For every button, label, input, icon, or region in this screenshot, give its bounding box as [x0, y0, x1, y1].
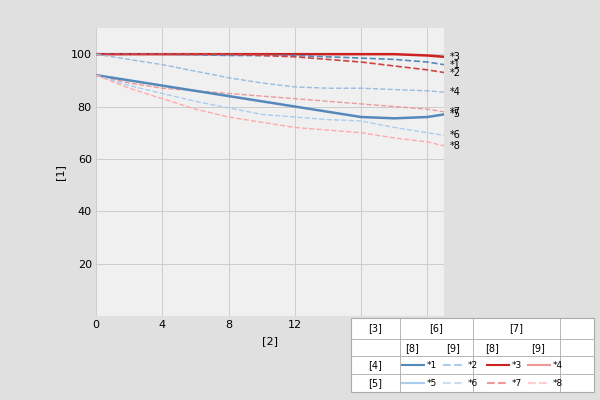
Text: *7: *7 [511, 379, 521, 388]
Text: *5: *5 [427, 379, 437, 388]
Text: [8]: [8] [405, 342, 419, 353]
Text: *6: *6 [467, 379, 478, 388]
Text: *7: *7 [449, 107, 461, 117]
Text: [5]: [5] [368, 378, 382, 388]
Text: [9]: [9] [531, 342, 545, 353]
Text: [4]: [4] [368, 360, 382, 370]
Text: *1: *1 [449, 60, 460, 70]
Text: *4: *4 [449, 87, 460, 97]
Text: *1: *1 [427, 361, 437, 370]
Text: *2: *2 [467, 361, 478, 370]
Text: [7]: [7] [509, 323, 523, 333]
Text: *4: *4 [553, 361, 563, 370]
Y-axis label: [1]: [1] [55, 164, 65, 180]
Text: *5: *5 [449, 109, 461, 119]
Text: *6: *6 [449, 130, 460, 140]
Text: *3: *3 [511, 361, 521, 370]
Text: [8]: [8] [485, 342, 499, 353]
X-axis label: [2]: [2] [262, 336, 278, 346]
Text: [6]: [6] [429, 323, 443, 333]
Text: [3]: [3] [368, 323, 382, 333]
Text: [9]: [9] [446, 342, 460, 353]
Text: *8: *8 [449, 141, 460, 151]
Text: *2: *2 [449, 68, 461, 78]
Text: *8: *8 [553, 379, 563, 388]
Text: *3: *3 [449, 52, 460, 62]
